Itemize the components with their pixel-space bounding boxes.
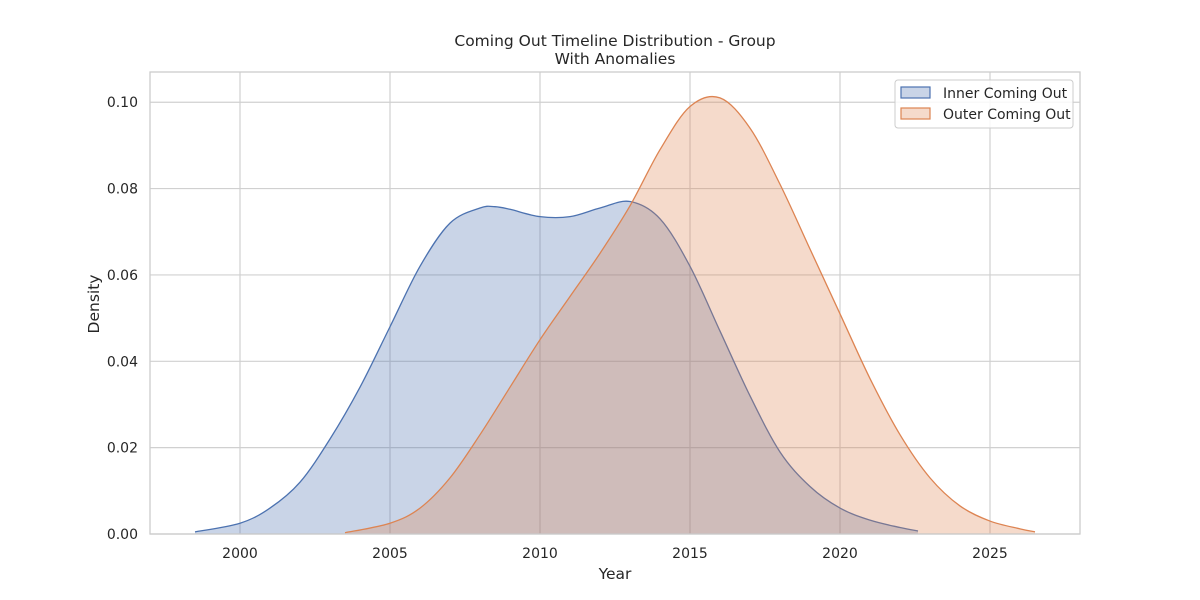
outer-coming-out-area [345,96,1035,534]
y-axis-label: Density [85,275,103,334]
inner-coming-out-line [194,200,919,533]
x-tick-label: 2015 [672,546,708,562]
legend-box [894,79,1074,129]
frame-layer [149,71,1081,535]
legend-label-outer-coming-out: Outer Coming Out [943,107,1071,123]
outer-coming-out-line [344,95,1036,534]
legend: Inner Coming Out Outer Coming Out [894,79,1074,129]
y-tick-label: 0.08 [107,182,138,198]
legend-swatch-inner-coming-out [900,86,931,99]
x-tick-label: 2025 [972,546,1008,562]
y-tick-label: 0.06 [107,268,138,284]
chart-title-line-1: Coming Out Timeline Distribution - Group [454,32,775,50]
plot-frame [149,71,1081,535]
y-tick-label: 0.02 [107,441,138,457]
x-tick-label: 2000 [222,546,258,562]
tick-layer: 2000 2005 2010 2015 2020 2025 0.00 0.02 0.04 0.06… [107,95,1008,562]
legend-swatch-outer-coming-out [900,107,931,120]
x-tick-label: 2020 [822,546,858,562]
y-tick-label: 0.00 [107,527,138,543]
x-tick-label: 2005 [372,546,408,562]
legend-label-inner-coming-out: Inner Coming Out [943,86,1068,102]
y-tick-label: 0.04 [107,354,138,370]
inner-coming-out-area [195,201,918,534]
x-axis-label: Year [598,565,632,583]
y-tick-label: 0.10 [107,95,138,111]
area-layer [194,95,1036,534]
chart-title-line-2: With Anomalies [555,50,676,68]
x-tick-label: 2010 [522,546,558,562]
